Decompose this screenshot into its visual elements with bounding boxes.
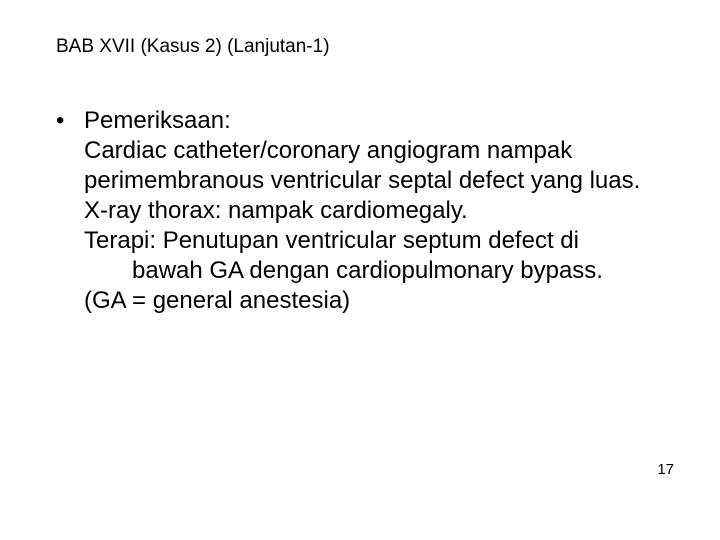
- bullet-label: Pemeriksaan:: [84, 106, 664, 136]
- body-line-3a: Terapi: Penutupan ventricular septum def…: [56, 226, 664, 256]
- slide: BAB XVII (Kasus 2) (Lanjutan-1) • Pemeri…: [0, 0, 720, 540]
- bullet-marker: •: [56, 106, 84, 136]
- bullet-item: • Pemeriksaan:: [56, 106, 664, 136]
- page-number: 17: [657, 461, 674, 478]
- body-line-3b: bawah GA dengan cardiopulmonary bypass.: [56, 256, 664, 286]
- slide-content: • Pemeriksaan: Cardiac catheter/coronary…: [56, 106, 664, 316]
- body-line-1: Cardiac catheter/coronary angiogram namp…: [56, 136, 664, 196]
- slide-title: BAB XVII (Kasus 2) (Lanjutan-1): [56, 36, 664, 58]
- body-line-2: X-ray thorax: nampak cardiomegaly.: [56, 196, 664, 226]
- body-line-4: (GA = general anestesia): [56, 286, 664, 316]
